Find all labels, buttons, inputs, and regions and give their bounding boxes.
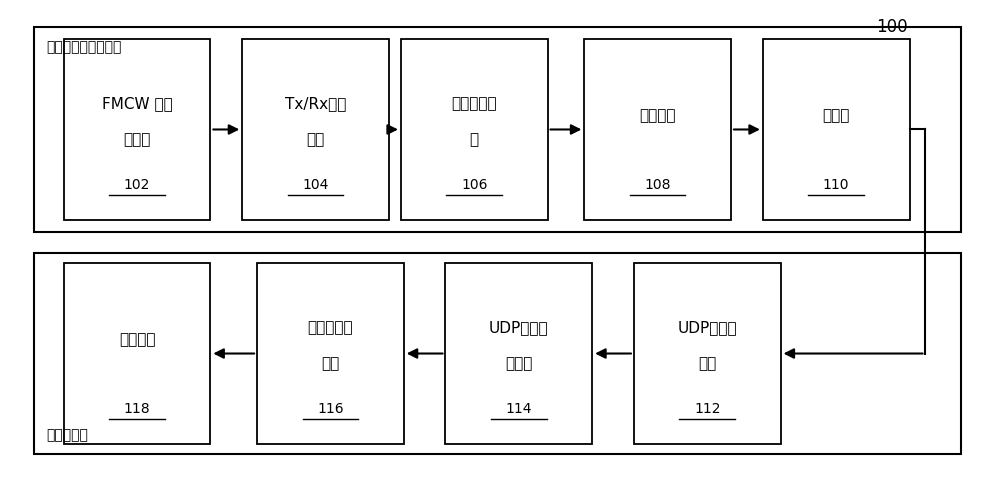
Text: 108: 108 — [644, 178, 671, 192]
Text: 112: 112 — [694, 401, 721, 415]
Text: UDP数据包: UDP数据包 — [677, 319, 737, 334]
Bar — [64, 40, 210, 221]
Text: 真实世界场: 真实世界场 — [451, 96, 497, 110]
Text: 后处理: 后处理 — [822, 108, 850, 123]
Bar — [64, 263, 210, 444]
Text: 发生器: 发生器 — [123, 132, 151, 147]
Bar — [257, 263, 404, 444]
Text: 114: 114 — [506, 401, 532, 415]
Text: 阵列: 阵列 — [306, 132, 325, 147]
Text: 信号处理: 信号处理 — [639, 108, 676, 123]
Text: 106: 106 — [461, 178, 487, 192]
Text: UDP数据包: UDP数据包 — [489, 319, 549, 334]
Text: 118: 118 — [124, 401, 150, 415]
Text: 104: 104 — [302, 178, 329, 192]
Text: 测试和优化: 测试和优化 — [46, 428, 88, 442]
Text: 100: 100 — [876, 18, 908, 36]
Bar — [34, 28, 961, 232]
Text: 系统: 系统 — [321, 355, 340, 370]
Text: 发送器: 发送器 — [505, 355, 533, 370]
Bar — [634, 263, 781, 444]
Text: 转换: 转换 — [698, 355, 716, 370]
Bar — [584, 40, 731, 221]
Text: 自动化驾驶: 自动化驾驶 — [308, 319, 353, 334]
Text: 雷达感知: 雷达感知 — [119, 332, 155, 347]
Bar — [445, 263, 592, 444]
Bar — [242, 40, 389, 221]
Bar — [401, 40, 548, 221]
Text: Tx/Rx天线: Tx/Rx天线 — [285, 96, 346, 110]
Text: 116: 116 — [317, 401, 344, 415]
Text: 110: 110 — [823, 178, 849, 192]
Text: FMCW 波形: FMCW 波形 — [102, 96, 172, 110]
Bar — [34, 254, 961, 454]
Text: 建立雷达数据立方体: 建立雷达数据立方体 — [46, 40, 121, 54]
Bar — [763, 40, 910, 221]
Text: 102: 102 — [124, 178, 150, 192]
Text: 景: 景 — [470, 132, 479, 147]
